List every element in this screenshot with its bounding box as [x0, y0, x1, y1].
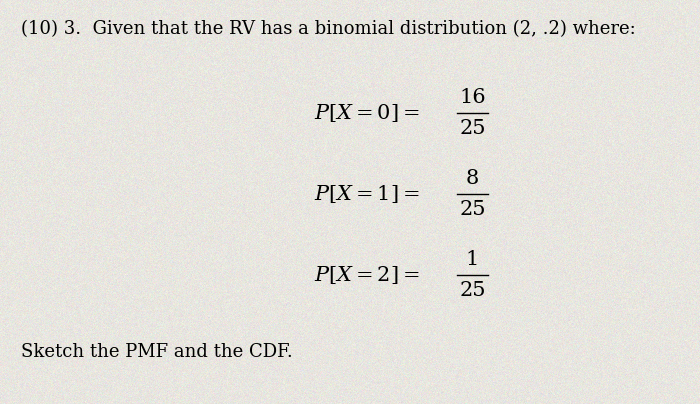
Text: 8: 8	[466, 169, 479, 188]
Text: $P[X = 0] = $: $P[X = 0] = $	[314, 102, 420, 124]
Text: 16: 16	[459, 88, 486, 107]
Text: 25: 25	[459, 200, 486, 219]
Text: $P[X = 1] = $: $P[X = 1] = $	[314, 183, 420, 205]
Text: 25: 25	[459, 119, 486, 138]
Text: $P[X = 2] = $: $P[X = 2] = $	[314, 264, 420, 286]
Text: 25: 25	[459, 280, 486, 300]
Text: 1: 1	[466, 250, 480, 269]
Text: Sketch the PMF and the CDF.: Sketch the PMF and the CDF.	[21, 343, 293, 362]
Text: (10) 3.  Given that the RV has a binomial distribution (2, .2) where:: (10) 3. Given that the RV has a binomial…	[21, 20, 636, 38]
